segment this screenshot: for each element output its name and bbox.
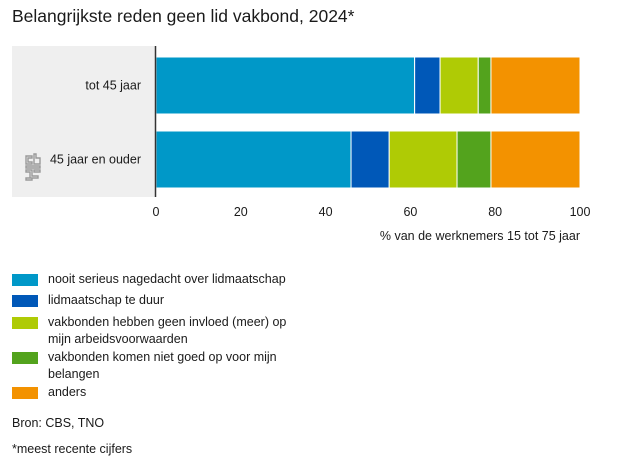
x-tick-label: 40	[319, 205, 333, 219]
x-axis-label: % van de werknemers 15 tot 75 jaar	[380, 229, 580, 243]
bar-segment	[155, 130, 352, 189]
bar-segment	[414, 56, 441, 115]
legend-item: nooit serieus nagedacht over lidmaatscha…	[12, 271, 308, 288]
bar-segment	[388, 130, 458, 189]
bar-chart: tot 45 jaar 45 jaar en ouder 0 20 40 60 80 100…	[12, 46, 591, 243]
source-note: Bron: CBS, TNO	[12, 416, 105, 430]
legend-item: anders	[12, 384, 308, 401]
legend-swatch	[12, 274, 38, 286]
legend-label: vakbonden komen niet goed op voor mijn b…	[48, 350, 277, 381]
cbs-logo	[25, 153, 41, 181]
legend-label: lidmaatschap te duur	[48, 293, 165, 307]
legend-swatch	[12, 317, 38, 329]
bar-segment	[490, 56, 581, 115]
legend-swatch	[12, 352, 38, 364]
legend-item: vakbonden komen niet goed op voor mijn b…	[12, 349, 308, 383]
legend-item: vakbonden hebben geen invloed (meer) op …	[12, 314, 308, 348]
x-tick-label: 0	[153, 205, 160, 219]
category-label: tot 45 jaar	[85, 79, 141, 93]
legend-item: lidmaatschap te duur	[12, 292, 308, 309]
category-label: 45 jaar en ouder	[50, 153, 141, 167]
legend-label: nooit serieus nagedacht over lidmaatscha…	[48, 272, 286, 286]
x-tick-label: 80	[488, 205, 502, 219]
bar-segment	[456, 130, 492, 189]
x-tick-label: 60	[403, 205, 417, 219]
legend-label: vakbonden hebben geen invloed (meer) op …	[48, 315, 287, 346]
legend-swatch	[12, 387, 38, 399]
footnote: *meest recente cijfers	[12, 442, 133, 456]
legend-swatch	[12, 295, 38, 307]
x-tick-label: 20	[234, 205, 248, 219]
bar-segment	[490, 130, 581, 189]
bar-segment	[350, 130, 390, 189]
x-tick-label: 100	[570, 205, 591, 219]
bar-segment	[155, 56, 416, 115]
legend-label: anders	[48, 385, 87, 399]
category-panel	[12, 46, 155, 197]
bar-segment	[439, 56, 479, 115]
bar-segment	[477, 56, 492, 115]
chart-title: Belangrijkste reden geen lid vakbond, 20…	[12, 6, 355, 26]
